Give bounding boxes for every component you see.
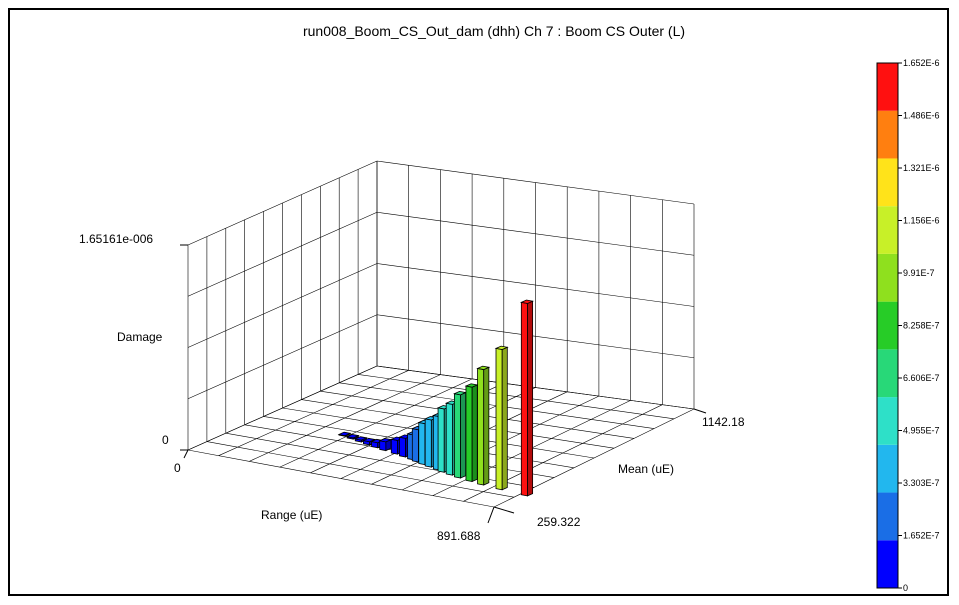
bar-front-face [520, 301, 528, 497]
bar-front-face [477, 367, 485, 486]
bar-front-face [465, 385, 473, 482]
colorbar-segment [877, 444, 898, 493]
y-tick-min: 259.322 [537, 515, 581, 529]
bar-side-face [471, 384, 478, 483]
colorbar-label: 1.486E-6 [903, 111, 940, 121]
bar-front-face [453, 393, 461, 479]
bar-top-face [353, 436, 368, 441]
bar-front-face [399, 436, 407, 458]
back-wall-grid-line [376, 263, 695, 307]
left-wall-grid-line [187, 160, 378, 246]
colorbar-segment [877, 540, 898, 588]
colorbar-segment [877, 492, 898, 541]
bar-front-face [437, 407, 445, 473]
bar-side-face [527, 300, 534, 497]
back-wall-grid-line [376, 160, 695, 205]
left-wall-grid-line [187, 365, 378, 451]
bar-top-face [362, 437, 377, 443]
colorbar-label: 1.321E-6 [903, 163, 940, 173]
colorbar-label: 1.652E-6 [903, 58, 940, 68]
colorbar-segment [877, 301, 898, 350]
bar-side-face [501, 346, 508, 491]
colorbar-label: 1.156E-6 [903, 216, 940, 226]
bar-front-face [379, 440, 387, 452]
bar-front-face [495, 347, 503, 491]
bar [519, 299, 534, 497]
bar [453, 390, 468, 479]
floor-grid-line [206, 441, 515, 498]
left-wall-grid-line [187, 263, 378, 348]
x-tick-mark [183, 449, 189, 459]
z-tick-top: 1.65161e-006 [79, 232, 153, 246]
y-tick-mark [493, 506, 515, 514]
left-wall-grid-line [187, 314, 378, 400]
bar-top-face [337, 431, 352, 437]
colorbar-segment [877, 63, 898, 111]
colorbar-label: 8.258E-7 [903, 321, 940, 331]
chart-frame: run008_Boom_CS_Out_dam (dhh) Ch 7 : Boom… [8, 8, 949, 596]
bar-side-face [460, 391, 467, 479]
bar-top-face [494, 345, 509, 350]
colorbar: 0 1.652E-7 3.303E-7 4.955E-7 6.606E-7 8.258E-… [876, 58, 940, 593]
colorbar-segment [877, 110, 898, 159]
colorbar-segment [877, 206, 898, 254]
back-wall-grid-line [376, 314, 695, 359]
z-tick-zero: 0 [162, 433, 169, 447]
colorbar-segment [877, 158, 898, 207]
bar-front-face [424, 418, 432, 468]
bar [345, 434, 360, 440]
bar-top-face [476, 365, 491, 370]
x-tick-mark [487, 506, 495, 524]
bar-front-face [411, 428, 419, 463]
bar [464, 383, 479, 483]
bar-front-face [390, 438, 398, 455]
colorbar-segment [877, 349, 898, 398]
y-axis-label: Mean (uE) [618, 462, 674, 476]
colorbar-label: 9.91E-7 [903, 268, 935, 278]
chart-bars [337, 299, 534, 497]
left-wall-grid-line [187, 211, 378, 297]
chart-axes [180, 244, 707, 524]
bar-top-face [345, 434, 360, 439]
bar-side-face [483, 366, 490, 486]
bar [494, 345, 509, 491]
colorbar-label: 1.652E-7 [903, 531, 940, 541]
floor-grid-line [358, 374, 675, 420]
colorbar-label: 4.955E-7 [903, 426, 940, 436]
bar [378, 438, 393, 452]
floor-grid-line [187, 449, 495, 508]
bar [476, 365, 491, 486]
colorbar-label: 3.303E-7 [903, 478, 940, 488]
x-tick-zero: 0 [174, 461, 181, 475]
bar-top-face [519, 299, 534, 304]
colorbar-segment [877, 397, 898, 445]
colorbar-label: 6.606E-7 [903, 373, 940, 383]
y-tick-mark [693, 408, 707, 414]
z-axis-label: Damage [117, 330, 163, 344]
chart-svg: run008_Boom_CS_Out_dam (dhh) Ch 7 : Boom… [79, 23, 940, 593]
bar [337, 431, 352, 437]
y-tick-max: 1142.18 [702, 415, 745, 429]
chart-title: run008_Boom_CS_Out_dam (dhh) Ch 7 : Boom… [303, 23, 685, 39]
back-wall-grid-line [376, 211, 695, 256]
colorbar-segment [877, 253, 898, 302]
colorbar-label: 0 [903, 583, 908, 593]
bar-front-face [418, 422, 426, 466]
chart-wall-grids [187, 160, 695, 451]
bar-front-face [445, 402, 453, 476]
back-wall-grid-line [376, 365, 695, 410]
x-axis-label: Range (uE) [261, 508, 322, 522]
x-tick-max: 891.688 [437, 529, 481, 543]
